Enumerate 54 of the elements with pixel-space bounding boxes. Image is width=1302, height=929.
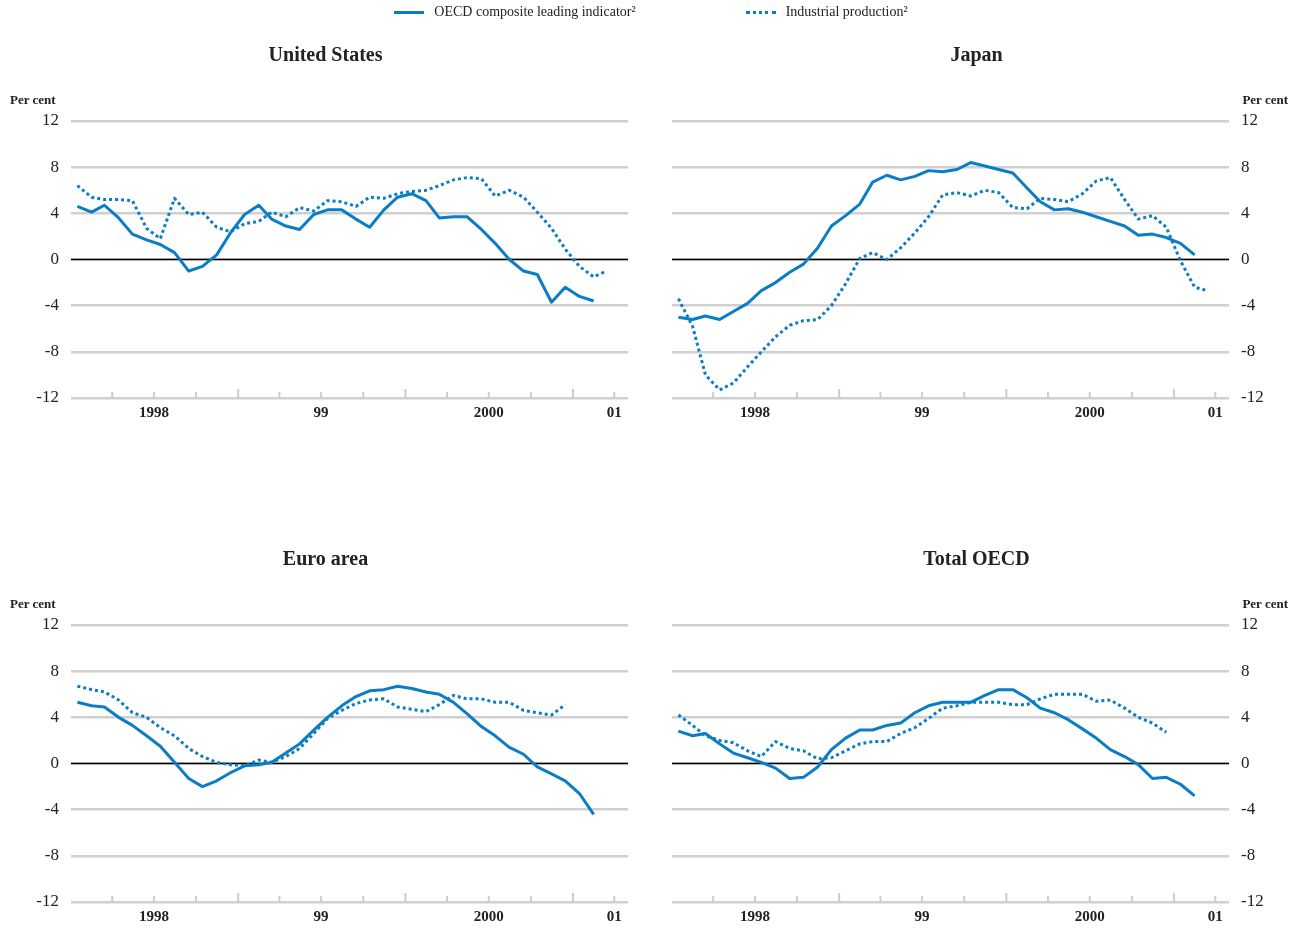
y-tick-label: 4 <box>1241 706 1250 726</box>
y-tick-label: 12 <box>1241 110 1258 130</box>
chart-title: Euro area <box>282 547 369 570</box>
y-tick-label: 0 <box>50 752 59 772</box>
y-tick-label: -12 <box>36 387 59 407</box>
y-tick-label: 8 <box>1241 660 1250 680</box>
x-tick-label: 99 <box>313 403 329 420</box>
y-tick-label: -4 <box>44 295 60 315</box>
y-axis-title: Per cent <box>1242 92 1289 108</box>
y-tick-label: -12 <box>1241 387 1264 407</box>
y-tick-label: 8 <box>50 660 59 680</box>
x-tick-label: 01 <box>1207 403 1223 420</box>
y-tick-label: 8 <box>50 156 59 176</box>
y-tick-label: -4 <box>1241 799 1256 819</box>
legend-label: Industrial production² <box>785 4 908 20</box>
x-tick-label: 2000 <box>1074 403 1105 420</box>
x-tick-label: 01 <box>1207 907 1223 924</box>
legend-label: OECD composite leading indicator² <box>434 4 636 20</box>
y-tick-label: -8 <box>1241 845 1256 865</box>
y-tick-label: -4 <box>1241 295 1256 315</box>
x-tick-label: 2000 <box>473 403 504 420</box>
y-tick-label: 8 <box>1241 156 1250 176</box>
y-tick-label: 4 <box>50 202 60 222</box>
x-tick-label: 99 <box>313 907 329 924</box>
chart-title: Total OECD <box>923 547 1030 570</box>
y-tick-label: -8 <box>1241 341 1256 361</box>
x-tick-label: 1998 <box>739 403 770 420</box>
x-tick-label: 2000 <box>473 907 504 924</box>
y-tick-label: -8 <box>44 845 59 865</box>
y-tick-label: 0 <box>50 248 59 268</box>
x-tick-label: 1998 <box>739 907 770 924</box>
y-tick-label: 4 <box>1241 202 1250 222</box>
x-tick-label: 1998 <box>138 403 169 420</box>
x-tick-label: 01 <box>606 403 622 420</box>
y-tick-label: -8 <box>44 341 59 361</box>
y-tick-label: 12 <box>42 614 59 634</box>
y-tick-label: 12 <box>42 110 59 130</box>
y-tick-label: 12 <box>1241 614 1258 634</box>
y-axis-title: Per cent <box>10 596 57 612</box>
x-tick-label: 99 <box>914 403 930 420</box>
x-tick-label: 99 <box>914 907 930 924</box>
y-tick-label: -12 <box>36 891 59 911</box>
x-tick-label: 01 <box>606 907 622 924</box>
y-tick-label: 0 <box>1241 248 1250 268</box>
x-tick-label: 1998 <box>138 907 169 924</box>
y-tick-label: -4 <box>44 799 60 819</box>
y-tick-label: 4 <box>50 706 60 726</box>
chart-title: Japan <box>950 43 1003 67</box>
y-axis-title: Per cent <box>10 92 57 108</box>
x-tick-label: 2000 <box>1074 907 1105 924</box>
y-tick-label: 0 <box>1241 752 1250 772</box>
y-axis-title: Per cent <box>1242 596 1289 612</box>
chart-title: United States <box>268 43 383 66</box>
y-tick-label: -12 <box>1241 891 1264 911</box>
